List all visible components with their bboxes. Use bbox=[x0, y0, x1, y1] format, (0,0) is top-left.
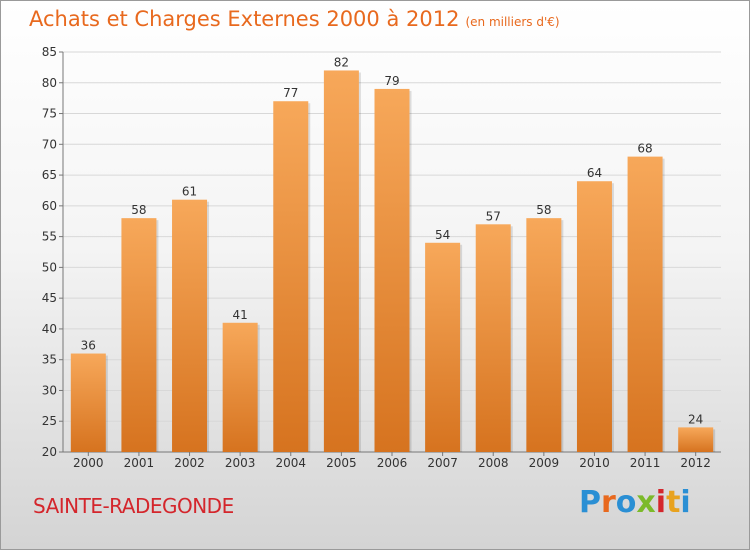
logo-letter: i bbox=[655, 485, 667, 520]
y-tick-label: 40 bbox=[42, 322, 57, 336]
x-tick-label: 2011 bbox=[630, 456, 661, 470]
data-label: 36 bbox=[81, 339, 96, 353]
logo-letter: t bbox=[666, 485, 681, 520]
bar-2005 bbox=[323, 70, 359, 452]
x-tick-label: 2007 bbox=[427, 456, 458, 470]
x-tick-label: 2003 bbox=[225, 456, 256, 470]
y-tick-label: 60 bbox=[42, 199, 57, 213]
bar-2003 bbox=[222, 322, 258, 452]
x-tick-label: 2009 bbox=[529, 456, 560, 470]
y-tick-label: 25 bbox=[42, 414, 57, 428]
logo-letter: x bbox=[636, 485, 656, 520]
bar-2006 bbox=[374, 88, 410, 452]
bar-2012 bbox=[678, 427, 714, 452]
y-tick-label: 55 bbox=[42, 230, 57, 244]
y-tick-label: 20 bbox=[42, 445, 57, 459]
y-tick-label: 45 bbox=[42, 291, 57, 305]
y-tick-label: 65 bbox=[42, 168, 57, 182]
data-label: 82 bbox=[334, 55, 349, 69]
x-tick-label: 2000 bbox=[73, 456, 104, 470]
data-label: 68 bbox=[637, 142, 652, 156]
logo-letter: o bbox=[615, 485, 637, 520]
logo-letter: i bbox=[680, 485, 691, 520]
x-tick-label: 2001 bbox=[124, 456, 155, 470]
labels: 2000 36 2001 58 2002 61 2003 41 2004 77 2005 82 2006… bbox=[73, 55, 711, 470]
data-label: 79 bbox=[384, 74, 399, 88]
data-label: 64 bbox=[587, 166, 602, 180]
bar-2002 bbox=[172, 199, 208, 452]
town-name: SAINTE-RADEGONDE bbox=[33, 494, 234, 518]
bar-2011 bbox=[627, 156, 663, 452]
data-label: 24 bbox=[688, 412, 703, 426]
logo-letter: r bbox=[601, 485, 616, 520]
x-tick-label: 2006 bbox=[377, 456, 408, 470]
chart-unit: (en milliers d'€) bbox=[465, 15, 560, 29]
data-label: 58 bbox=[536, 203, 551, 217]
chart-title-text: Achats et Charges Externes 2000 à 2012 bbox=[29, 7, 460, 31]
bar-2009 bbox=[526, 218, 562, 452]
x-tick-label: 2002 bbox=[174, 456, 205, 470]
x-tick-label: 2010 bbox=[579, 456, 610, 470]
chart-title: Achats et Charges Externes 2000 à 2012 (e… bbox=[29, 7, 560, 31]
x-tick-label: 2004 bbox=[275, 456, 306, 470]
proxiti-logo: Proxiti bbox=[579, 485, 691, 520]
bars bbox=[70, 70, 716, 452]
x-tick-label: 2012 bbox=[680, 456, 711, 470]
data-label: 58 bbox=[131, 203, 146, 217]
data-label: 41 bbox=[233, 308, 248, 322]
bar-2001 bbox=[121, 218, 157, 452]
x-tick-label: 2005 bbox=[326, 456, 357, 470]
y-tick-label: 70 bbox=[42, 137, 57, 151]
bar-2000 bbox=[70, 353, 106, 452]
data-label: 54 bbox=[435, 228, 450, 242]
x-tick-label: 2008 bbox=[478, 456, 509, 470]
y-tick-label: 85 bbox=[42, 45, 57, 59]
bar-2010 bbox=[576, 181, 612, 452]
data-label: 61 bbox=[182, 185, 197, 199]
bar-2007 bbox=[425, 242, 461, 452]
data-label: 57 bbox=[486, 209, 501, 223]
logo-letter: P bbox=[579, 485, 601, 520]
y-tick-label: 80 bbox=[42, 76, 57, 90]
bar-2008 bbox=[475, 224, 511, 452]
y-tick-label: 30 bbox=[42, 383, 57, 397]
y-tick-label: 35 bbox=[42, 353, 57, 367]
y-tick-label: 50 bbox=[42, 260, 57, 274]
bar-2004 bbox=[273, 101, 309, 452]
y-tick-label: 75 bbox=[42, 107, 57, 121]
data-label: 77 bbox=[283, 86, 298, 100]
